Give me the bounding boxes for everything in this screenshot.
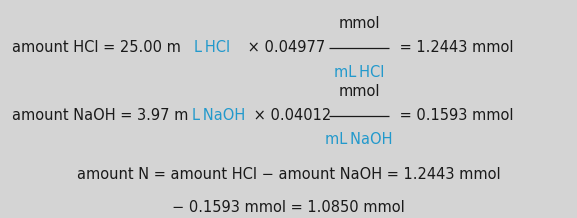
Text: mL NaOH: mL NaOH [325, 132, 392, 147]
Text: mL HCl: mL HCl [334, 65, 384, 80]
Text: mmol: mmol [338, 16, 380, 31]
Text: L HCl: L HCl [194, 41, 231, 55]
Text: mmol: mmol [338, 84, 380, 99]
Text: amount N = amount HCl − amount NaOH = 1.2443 mmol: amount N = amount HCl − amount NaOH = 1.… [77, 167, 500, 182]
Text: amount HCl = 25.00 m: amount HCl = 25.00 m [12, 41, 181, 55]
Text: = 1.2443 mmol: = 1.2443 mmol [395, 41, 513, 55]
Text: × 0.04012: × 0.04012 [249, 108, 336, 123]
Text: × 0.04977: × 0.04977 [243, 41, 331, 55]
Text: = 0.1593 mmol: = 0.1593 mmol [395, 108, 513, 123]
Text: L NaOH: L NaOH [192, 108, 245, 123]
Text: − 0.1593 mmol = 1.0850 mmol: − 0.1593 mmol = 1.0850 mmol [172, 200, 405, 215]
Text: amount NaOH = 3.97 m: amount NaOH = 3.97 m [12, 108, 188, 123]
